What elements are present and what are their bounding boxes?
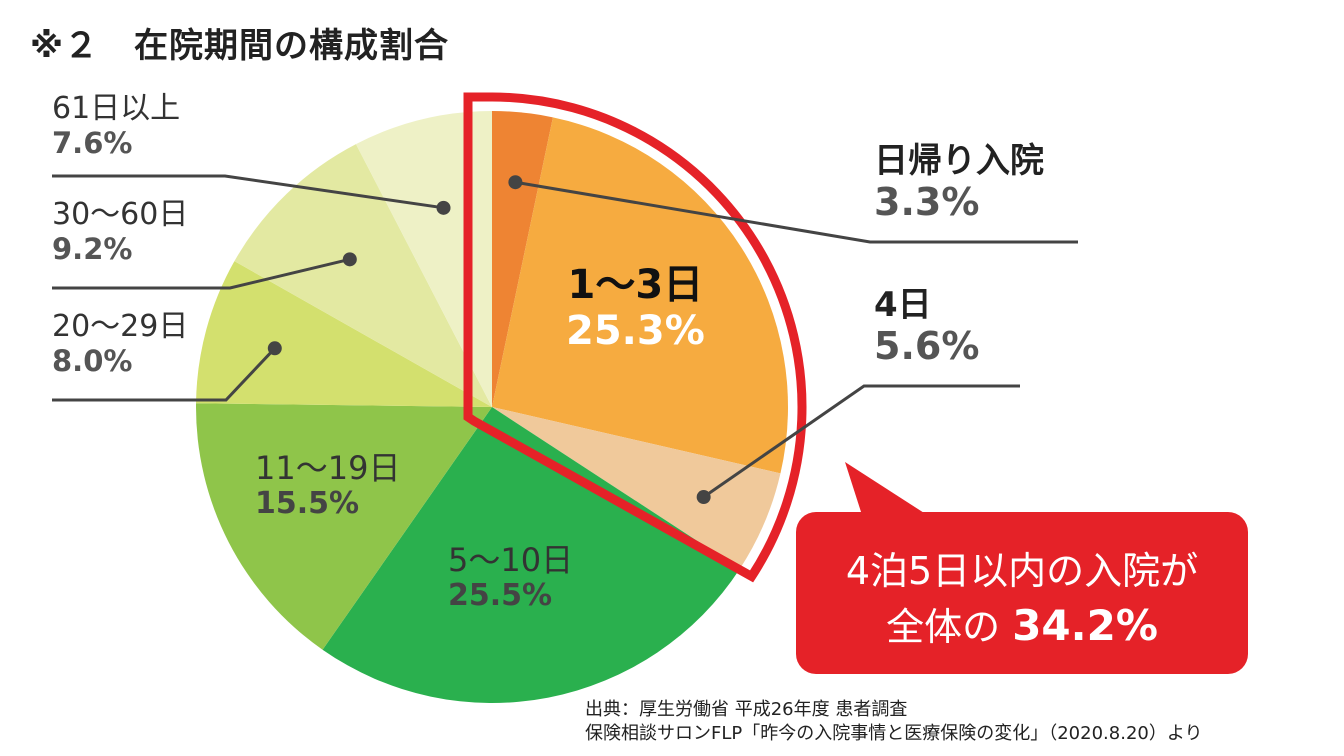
callout-line2: 全体の 34.2% bbox=[796, 596, 1248, 651]
label-pct: 7.6% bbox=[52, 125, 133, 160]
label-pct: 9.2% bbox=[52, 231, 133, 266]
callout-value: 34.2% bbox=[1012, 601, 1158, 650]
label-pct: 25.3% bbox=[566, 308, 705, 354]
label-name: 日帰り入院 bbox=[874, 141, 1044, 181]
pie-slice bbox=[196, 403, 492, 650]
highlight-outline bbox=[463, 92, 807, 583]
label-pct: 8.0% bbox=[52, 343, 133, 378]
label-11-19-days: 11〜19日 15.5% bbox=[255, 450, 400, 521]
label-name: 1〜3日 bbox=[567, 262, 704, 308]
label-61-days: 61日以上 7.6% bbox=[52, 91, 181, 160]
label-4-days: 4日 5.6% bbox=[874, 285, 980, 369]
label-name: 30〜60日 bbox=[52, 197, 189, 232]
leader-line bbox=[515, 180, 1078, 244]
label-5-10-days: 5〜10日 25.5% bbox=[448, 542, 573, 613]
callout-line1: 4泊5日以内の入院が bbox=[845, 549, 1199, 593]
pie-slice bbox=[322, 407, 740, 703]
label-name: 61日以上 bbox=[52, 91, 181, 126]
leader-line bbox=[52, 347, 276, 402]
label-30-60-days: 30〜60日 9.2% bbox=[52, 197, 189, 266]
label-name: 5〜10日 bbox=[448, 541, 574, 579]
label-name: 20〜29日 bbox=[52, 309, 189, 344]
label-name: 4日 bbox=[874, 285, 932, 325]
source-line1: 出典：厚生労働省 平成26年度 患者調査 bbox=[585, 699, 908, 720]
pie-slice bbox=[492, 117, 789, 474]
label-name: 11〜19日 bbox=[255, 449, 401, 487]
source-note: 出典：厚生労働省 平成26年度 患者調査 保険相談サロンFLP「昨今の入院事情と… bbox=[585, 698, 1202, 746]
summary-callout: 4泊5日以内の入院が 全体の 34.2% bbox=[796, 512, 1248, 674]
label-1-3-days: 1〜3日 25.3% bbox=[566, 262, 705, 354]
source-line2: 保険相談サロンFLP「昨今の入院事情と医療保険の変化」（2020.8.20）より bbox=[585, 723, 1203, 744]
page-title: ※２ 在院期間の構成割合 bbox=[30, 26, 450, 66]
label-20-29-days: 20〜29日 8.0% bbox=[52, 309, 189, 378]
leader-dot bbox=[342, 252, 357, 267]
label-day-trip: 日帰り入院 3.3% bbox=[874, 141, 1044, 225]
pie-slice bbox=[234, 144, 493, 407]
leader-line bbox=[702, 384, 1020, 499]
callout-prefix: 全体の bbox=[886, 605, 1001, 649]
pie-slice bbox=[355, 111, 492, 407]
leader-line bbox=[52, 174, 444, 210]
leader-dot bbox=[696, 490, 711, 505]
pie-slice bbox=[492, 407, 781, 569]
leader-dot bbox=[508, 175, 523, 190]
leader-dot bbox=[436, 200, 451, 215]
leader-dot bbox=[267, 341, 282, 356]
label-pct: 5.6% bbox=[874, 324, 980, 369]
label-pct: 25.5% bbox=[448, 577, 553, 613]
pie-slice bbox=[196, 261, 492, 407]
label-pct: 3.3% bbox=[874, 180, 980, 225]
leader-line bbox=[52, 257, 351, 290]
label-pct: 15.5% bbox=[255, 485, 360, 521]
